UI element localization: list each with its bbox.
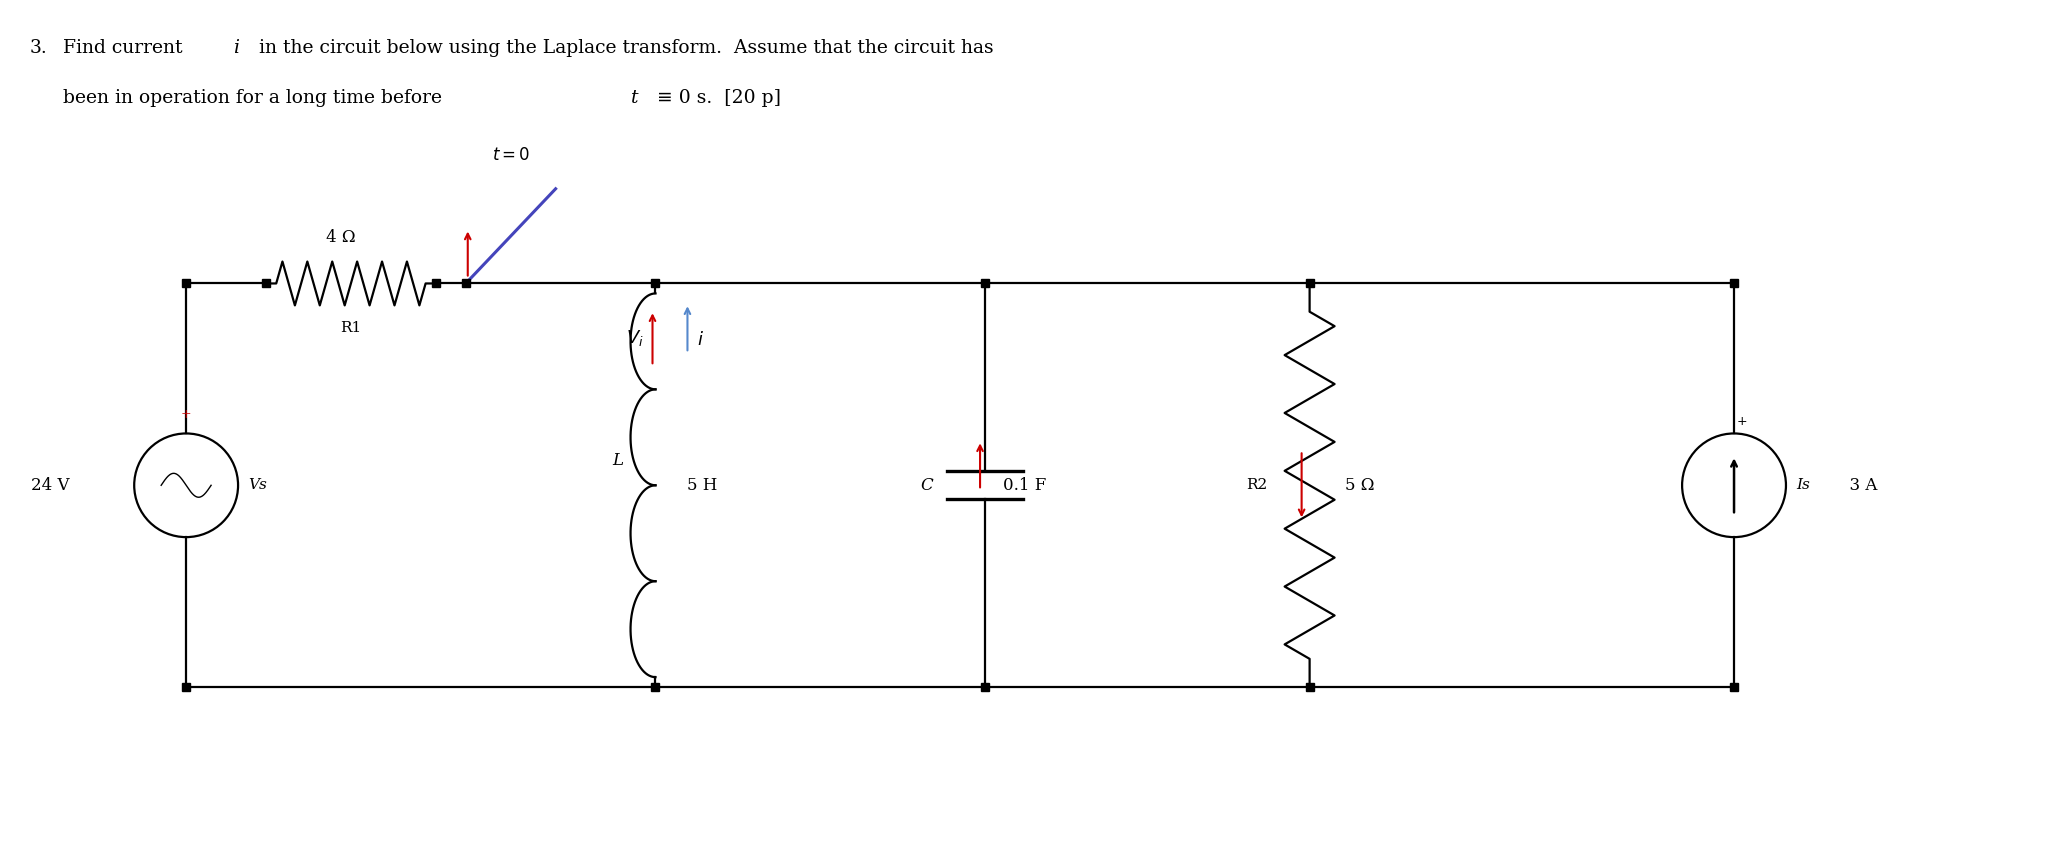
Text: 4 Ω: 4 Ω xyxy=(325,228,356,245)
Text: ≡ 0 s.  [20 p]: ≡ 0 s. [20 p] xyxy=(651,89,780,107)
Text: 3.: 3. xyxy=(29,40,47,57)
Text: in the circuit below using the Laplace transform.  Assume that the circuit has: in the circuit below using the Laplace t… xyxy=(254,40,994,57)
Text: R1: R1 xyxy=(340,321,362,336)
Text: been in operation for a long time before: been in operation for a long time before xyxy=(63,89,448,107)
Text: +: + xyxy=(180,409,192,422)
Text: Is: Is xyxy=(1796,478,1811,492)
Text: i: i xyxy=(233,40,239,57)
Text: L: L xyxy=(612,452,624,469)
Text: +: + xyxy=(1737,416,1747,428)
Text: $V_i$: $V_i$ xyxy=(626,328,644,348)
Text: Vs: Vs xyxy=(248,478,266,492)
Text: 24 V: 24 V xyxy=(31,477,70,494)
Text: 3 A: 3 A xyxy=(1839,477,1878,494)
Text: R2: R2 xyxy=(1246,478,1269,492)
Text: Find current: Find current xyxy=(63,40,188,57)
Text: $i$: $i$ xyxy=(698,331,704,349)
Text: $t = 0$: $t = 0$ xyxy=(491,147,530,164)
Text: C: C xyxy=(921,477,933,494)
Text: t: t xyxy=(630,89,638,107)
Text: 5 Ω: 5 Ω xyxy=(1344,477,1375,494)
Text: 5 H: 5 H xyxy=(687,477,718,494)
Text: 0.1 F: 0.1 F xyxy=(1003,477,1046,494)
